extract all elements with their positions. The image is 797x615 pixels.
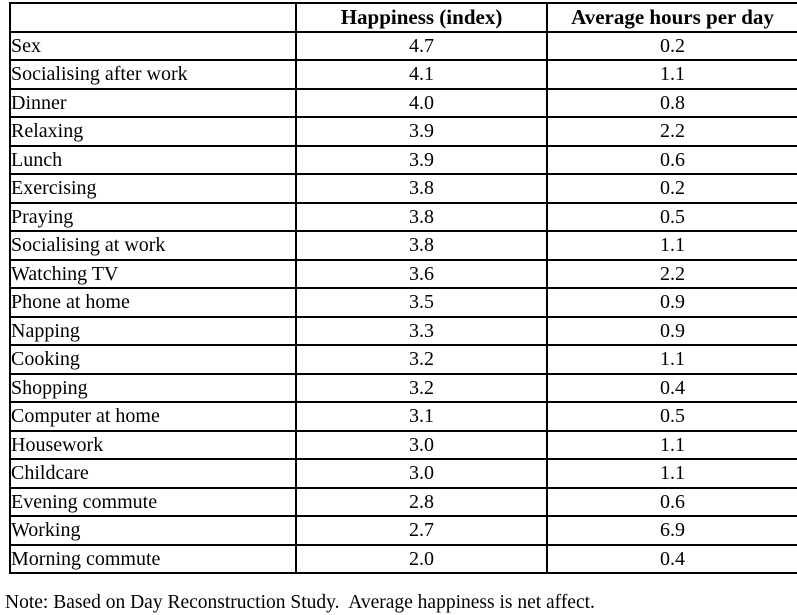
happiness-cell: 3.6 bbox=[295, 258, 548, 289]
activity-cell: Sex bbox=[9, 30, 297, 61]
footnote: Note: Based on Day Reconstruction Study.… bbox=[5, 592, 595, 613]
table-row: Praying 3.8 0.5 bbox=[9, 201, 797, 232]
table-row: Socialising at work 3.8 1.1 bbox=[9, 230, 797, 261]
happiness-cell: 3.8 bbox=[295, 201, 548, 232]
hours-column-header: Average hours per day bbox=[546, 2, 797, 33]
happiness-cell: 3.2 bbox=[295, 344, 548, 375]
table-header: Happiness (index) Average hours per day bbox=[9, 2, 797, 33]
table-row: Watching TV 3.6 2.2 bbox=[9, 258, 797, 289]
hours-cell: 2.2 bbox=[546, 258, 797, 289]
hours-cell: 1.1 bbox=[546, 429, 797, 460]
activity-cell: Childcare bbox=[9, 458, 297, 489]
table-row: Lunch 3.9 0.6 bbox=[9, 144, 797, 175]
hours-cell: 1.1 bbox=[546, 344, 797, 375]
happiness-cell: 2.8 bbox=[295, 486, 548, 517]
hours-cell: 0.9 bbox=[546, 287, 797, 318]
table-row: Morning commute 2.0 0.4 bbox=[9, 543, 797, 574]
table-row: Exercising 3.8 0.2 bbox=[9, 173, 797, 204]
hours-cell: 0.5 bbox=[546, 201, 797, 232]
table-row: Napping 3.3 0.9 bbox=[9, 315, 797, 346]
table-row: Computer at home 3.1 0.5 bbox=[9, 401, 797, 432]
happiness-cell: 3.2 bbox=[295, 372, 548, 403]
happiness-cell: 4.1 bbox=[295, 59, 548, 90]
happiness-cell: 2.0 bbox=[295, 543, 548, 574]
activity-cell: Working bbox=[9, 515, 297, 546]
hours-cell: 0.6 bbox=[546, 144, 797, 175]
activity-cell: Evening commute bbox=[9, 486, 297, 517]
happiness-cell: 3.1 bbox=[295, 401, 548, 432]
hours-cell: 2.2 bbox=[546, 116, 797, 147]
hours-cell: 0.9 bbox=[546, 315, 797, 346]
table-row: Childcare 3.0 1.1 bbox=[9, 458, 797, 489]
activity-cell: Exercising bbox=[9, 173, 297, 204]
activity-cell: Shopping bbox=[9, 372, 297, 403]
hours-cell: 1.1 bbox=[546, 59, 797, 90]
hours-cell: 0.4 bbox=[546, 543, 797, 574]
happiness-cell: 3.0 bbox=[295, 458, 548, 489]
table-row: Evening commute 2.8 0.6 bbox=[9, 486, 797, 517]
activity-cell: Watching TV bbox=[9, 258, 297, 289]
happiness-cell: 3.9 bbox=[295, 116, 548, 147]
table-body: Sex 4.7 0.2 Socialising after work 4.1 1.1 Din… bbox=[9, 30, 797, 574]
activity-cell: Cooking bbox=[9, 344, 297, 375]
happiness-cell: 3.8 bbox=[295, 230, 548, 261]
hours-cell: 0.2 bbox=[546, 173, 797, 204]
activity-cell: Relaxing bbox=[9, 116, 297, 147]
activity-cell: Lunch bbox=[9, 144, 297, 175]
hours-cell: 0.5 bbox=[546, 401, 797, 432]
hours-cell: 1.1 bbox=[546, 230, 797, 261]
table-row: Housework 3.0 1.1 bbox=[9, 429, 797, 460]
happiness-activities-table-wrap: Happiness (index) Average hours per day … bbox=[9, 2, 797, 574]
happiness-column-header: Happiness (index) bbox=[295, 2, 548, 33]
table-header-row: Happiness (index) Average hours per day bbox=[9, 2, 797, 33]
activity-column-header bbox=[9, 2, 297, 33]
happiness-cell: 3.5 bbox=[295, 287, 548, 318]
happiness-cell: 3.9 bbox=[295, 144, 548, 175]
activity-cell: Praying bbox=[9, 201, 297, 232]
activity-cell: Dinner bbox=[9, 87, 297, 118]
hours-cell: 6.9 bbox=[546, 515, 797, 546]
happiness-cell: 3.3 bbox=[295, 315, 548, 346]
hours-cell: 0.8 bbox=[546, 87, 797, 118]
happiness-activities-table: Happiness (index) Average hours per day … bbox=[9, 2, 797, 574]
happiness-cell: 3.8 bbox=[295, 173, 548, 204]
hours-cell: 0.4 bbox=[546, 372, 797, 403]
activity-cell: Socialising after work bbox=[9, 59, 297, 90]
table-row: Relaxing 3.9 2.2 bbox=[9, 116, 797, 147]
activity-cell: Socialising at work bbox=[9, 230, 297, 261]
happiness-cell: 2.7 bbox=[295, 515, 548, 546]
happiness-cell: 4.0 bbox=[295, 87, 548, 118]
table-row: Cooking 3.2 1.1 bbox=[9, 344, 797, 375]
happiness-cell: 3.0 bbox=[295, 429, 548, 460]
hours-cell: 0.6 bbox=[546, 486, 797, 517]
table-row: Working 2.7 6.9 bbox=[9, 515, 797, 546]
activity-cell: Housework bbox=[9, 429, 297, 460]
table-row: Socialising after work 4.1 1.1 bbox=[9, 59, 797, 90]
hours-cell: 1.1 bbox=[546, 458, 797, 489]
table-row: Phone at home 3.5 0.9 bbox=[9, 287, 797, 318]
activity-cell: Computer at home bbox=[9, 401, 297, 432]
happiness-cell: 4.7 bbox=[295, 30, 548, 61]
table-row: Dinner 4.0 0.8 bbox=[9, 87, 797, 118]
hours-cell: 0.2 bbox=[546, 30, 797, 61]
table-row: Sex 4.7 0.2 bbox=[9, 30, 797, 61]
table-row: Shopping 3.2 0.4 bbox=[9, 372, 797, 403]
activity-cell: Phone at home bbox=[9, 287, 297, 318]
activity-cell: Napping bbox=[9, 315, 297, 346]
activity-cell: Morning commute bbox=[9, 543, 297, 574]
